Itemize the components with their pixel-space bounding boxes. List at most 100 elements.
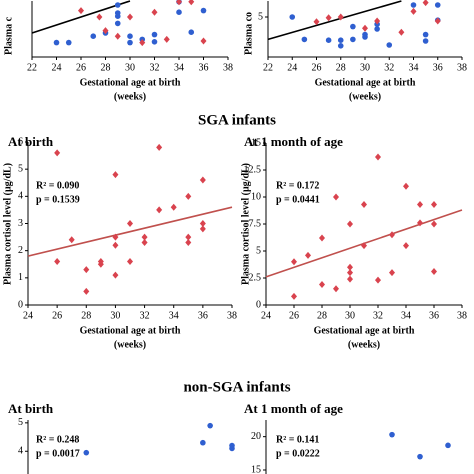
- x-tick-label: 34: [169, 310, 179, 321]
- point: [350, 36, 356, 43]
- point: [151, 39, 158, 45]
- x-tick-label: 26: [52, 310, 62, 321]
- point: [90, 33, 97, 39]
- point: [431, 220, 437, 228]
- point: [289, 14, 296, 20]
- point: [375, 276, 381, 284]
- x-tick-label: 34: [401, 310, 411, 321]
- y-tick-label: 0: [256, 299, 261, 310]
- point: [347, 263, 353, 271]
- point: [163, 35, 170, 43]
- x-tick-label: 30: [360, 62, 370, 73]
- point: [434, 17, 441, 25]
- x-tick-label: 36: [433, 62, 443, 73]
- point: [389, 269, 395, 277]
- x-tick-label: 22: [27, 62, 37, 73]
- x-tick-label: 36: [199, 62, 209, 73]
- x-axis-label: Gestational age at birth: [315, 77, 416, 88]
- x-tick-label: 30: [345, 310, 355, 321]
- x-tick-label: 38: [457, 310, 467, 321]
- point: [114, 2, 121, 8]
- point: [199, 176, 206, 184]
- point: [78, 7, 84, 15]
- point: [417, 219, 423, 227]
- x-axis-label: (weeks): [114, 91, 146, 102]
- point: [301, 36, 308, 43]
- point: [362, 31, 368, 38]
- x-tick-label: 26: [289, 310, 299, 321]
- point: [305, 251, 311, 259]
- point: [127, 220, 133, 227]
- point: [185, 239, 192, 247]
- point: [403, 182, 409, 190]
- point: [374, 26, 380, 32]
- annotation: p = 0.0017: [36, 448, 80, 459]
- point: [389, 231, 395, 239]
- point: [422, 31, 429, 38]
- chart-title: At 1 month of age: [244, 134, 343, 149]
- point: [170, 203, 177, 211]
- point: [207, 422, 213, 429]
- point: [112, 171, 119, 179]
- y-tick-label: 5: [258, 11, 263, 22]
- point: [83, 266, 90, 274]
- x-tick-label: 32: [140, 310, 150, 321]
- point: [445, 442, 451, 449]
- point: [112, 241, 119, 249]
- point: [112, 233, 119, 241]
- section-heading: non-SGA infants: [183, 379, 290, 395]
- x-axis-label: Gestational age at birth: [80, 325, 181, 336]
- point: [403, 242, 409, 250]
- x-tick-label: 34: [174, 62, 184, 73]
- x-axis-label: Gestational age at birth: [80, 77, 181, 88]
- point: [68, 236, 75, 244]
- x-tick-label: 24: [261, 310, 271, 321]
- point: [325, 37, 332, 43]
- x-tick-label: 26: [76, 62, 86, 73]
- x-axis-label: Gestational age at birth: [314, 325, 415, 336]
- chart-title: At birth: [8, 134, 54, 149]
- x-tick-label: 24: [23, 310, 33, 321]
- section-heading: SGA infants: [198, 112, 276, 128]
- point: [347, 220, 353, 228]
- annotation: R² = 0.248: [36, 434, 79, 445]
- point: [333, 193, 339, 201]
- point: [188, 29, 195, 35]
- x-tick-label: 28: [317, 310, 327, 321]
- point: [151, 31, 158, 38]
- y-tick-label: 0: [18, 299, 23, 310]
- x-tick-label: 34: [409, 62, 419, 73]
- point: [325, 14, 332, 22]
- point: [112, 271, 119, 279]
- point: [83, 287, 90, 295]
- x-tick-label: 32: [384, 62, 394, 73]
- point: [114, 13, 121, 19]
- point: [156, 206, 163, 214]
- annotation: R² = 0.090: [36, 180, 79, 191]
- y-tick-label: 5: [256, 245, 261, 256]
- point: [199, 220, 206, 227]
- y-axis-label: Plasma c: [3, 16, 14, 55]
- point: [375, 153, 381, 161]
- annotation: p = 0.0222: [276, 448, 320, 459]
- y-tick-label: 2: [18, 245, 23, 256]
- point: [185, 192, 192, 200]
- y-tick-label: 10: [251, 191, 261, 202]
- chart-title: At 1 month of age: [244, 401, 343, 416]
- point: [151, 8, 158, 16]
- point: [83, 449, 90, 456]
- point: [362, 24, 368, 32]
- point: [337, 43, 344, 49]
- x-tick-label: 28: [336, 62, 346, 73]
- annotation: R² = 0.172: [276, 180, 319, 191]
- x-axis-label: (weeks): [349, 91, 381, 102]
- y-tick-label: 5: [18, 417, 23, 428]
- point: [398, 28, 405, 36]
- y-tick-label: 20: [251, 431, 261, 442]
- point: [319, 234, 325, 242]
- trend-line: [27, 206, 233, 257]
- point: [200, 439, 206, 446]
- x-axis-label: (weeks): [114, 339, 146, 350]
